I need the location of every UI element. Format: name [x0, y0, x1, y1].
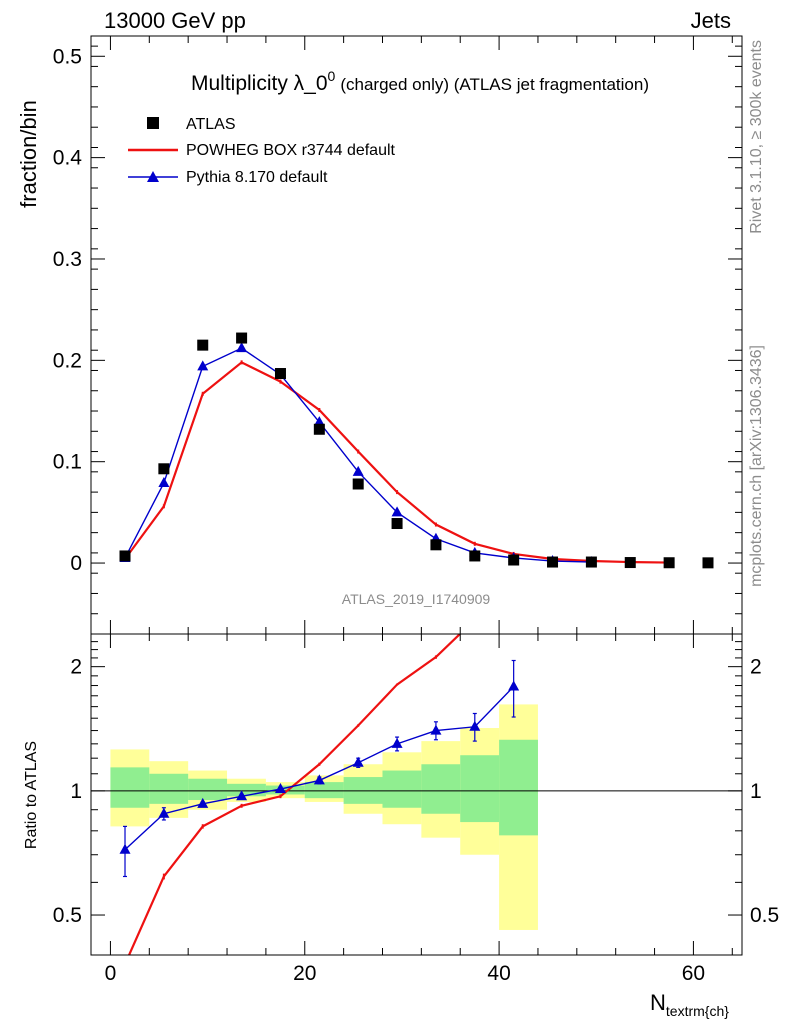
- ratio-ytick-label-right: 0.5: [750, 904, 779, 927]
- pythia-ratio-point: [236, 790, 248, 801]
- powheg-line: [124, 361, 670, 564]
- atlas-point: [430, 539, 442, 551]
- legend-pythia-label: Pythia 8.170 default: [186, 169, 328, 186]
- ratio-ytick-label-right: 1: [750, 780, 762, 803]
- uncertainty-band-inner: [499, 739, 538, 836]
- main-ytick-label: 0: [70, 552, 82, 575]
- mcplots-label: mcplots.cern.ch [arXiv:1306.3436]: [748, 345, 765, 587]
- main-panel: 0 0.1 0.2 0.3 0.4 0.5 fraction/bin Multiplici…: [16, 35, 743, 635]
- atlas-point: [158, 463, 170, 475]
- atlas-point: [119, 550, 131, 562]
- rivet-label: Rivet 3.1.10, ≥ 300k events: [748, 40, 765, 234]
- pythia-ratio-point: [274, 783, 286, 794]
- ratio-xtick-label: 60: [682, 962, 705, 985]
- pythia-point: [313, 416, 325, 427]
- uncertainty-band-inner: [304, 782, 344, 799]
- ratio-ytick-label: 1: [70, 780, 82, 803]
- atlas-point: [624, 557, 636, 569]
- uncertainty-band-inner: [110, 767, 150, 808]
- uncertainty-band-inner: [265, 785, 305, 795]
- uncertainty-band-inner: [227, 783, 266, 797]
- header-process: 13000 GeV pp: [104, 8, 246, 33]
- pythia-ratio-point: [391, 737, 403, 748]
- ratio-ytick-label: 0.5: [53, 904, 82, 927]
- main-y-label: fraction/bin: [16, 100, 41, 208]
- ratio-y-axis: 0.5 0.5 1 1 2 2: [53, 641, 779, 927]
- title-rest: (charged only) (ATLAS jet fragmentation): [340, 75, 649, 94]
- atlas-point: [547, 556, 559, 568]
- ratio-ytick-label-right: 2: [750, 656, 762, 679]
- analysis-watermark: ATLAS_2019_I1740909: [342, 591, 491, 607]
- ratio-plot-area: [91, 634, 742, 955]
- main-y-axis: 0 0.1 0.2 0.3 0.4 0.5: [53, 45, 742, 635]
- main-ytick-label: 0.5: [53, 45, 82, 68]
- title-sup: 0: [328, 68, 336, 84]
- ratio-xtick-label: 0: [105, 962, 117, 985]
- uncertainty-band-inner: [149, 773, 189, 804]
- uncertainty-band-inner: [188, 778, 228, 801]
- title-main: Multiplicity λ_0: [191, 72, 328, 95]
- pythia-ratio-point: [158, 807, 170, 818]
- ratio-frame: [90, 633, 743, 956]
- ratio-xtick-label: 20: [293, 962, 316, 985]
- atlas-point: [469, 550, 481, 562]
- pythia-ratio-point: [430, 724, 442, 735]
- pythia-ratio-point: [313, 774, 325, 785]
- pythia-line: [124, 347, 592, 563]
- pythia-ratio-point: [352, 756, 364, 767]
- legend-pythia-marker: [147, 171, 159, 182]
- legend-atlas-marker: [147, 117, 159, 129]
- ratio-x-axis: 0 20 40 60: [105, 634, 733, 985]
- atlas-point: [197, 339, 209, 351]
- pythia-ratio-point: [119, 843, 131, 854]
- x-label-main: N: [650, 990, 666, 1015]
- main-ytick-label: 0.4: [53, 147, 83, 170]
- ratio-y-label: Ratio to ATLAS: [23, 741, 40, 849]
- uncertainty-band-inner: [382, 770, 422, 808]
- pythia-point: [352, 465, 364, 476]
- plot-title: Multiplicity λ_00 (charged only) (ATLAS j…: [191, 68, 649, 95]
- atlas-point: [352, 478, 364, 490]
- pythia-ratio-point: [508, 680, 520, 691]
- main-plot-area: [119, 332, 714, 569]
- x-axis-label: Ntextrm{ch}: [650, 990, 729, 1019]
- atlas-point: [508, 554, 520, 566]
- atlas-point: [274, 368, 286, 380]
- pythia-ratio-point: [469, 720, 481, 731]
- pythia-point: [391, 506, 403, 517]
- atlas-point: [702, 557, 714, 569]
- atlas-point: [391, 518, 403, 530]
- main-ytick-label: 0.2: [53, 349, 82, 372]
- x-label-sub: textrm{ch}: [666, 1003, 729, 1019]
- atlas-point: [313, 423, 325, 435]
- atlas-point: [236, 332, 248, 344]
- atlas-point: [663, 557, 675, 569]
- legend-atlas-label: ATLAS: [186, 116, 236, 133]
- header-category: Jets: [691, 8, 731, 33]
- atlas-point: [585, 556, 597, 568]
- pythia-ratio-point: [197, 797, 209, 808]
- uncertainty-band-inner: [460, 755, 500, 823]
- pythia-point: [236, 342, 248, 353]
- uncertainty-band-inner: [421, 764, 461, 814]
- ratio-ytick-label: 2: [70, 656, 82, 679]
- pythia-point: [158, 476, 170, 487]
- ratio-panel: 0.5 0.5 1 1 2 2 0 20 40 60 Ratio to ATLAS Ntextr…: [23, 633, 779, 1019]
- main-ytick-label: 0.3: [53, 248, 82, 271]
- legend: ATLAS POWHEG BOX r3744 default Pythia 8.…: [128, 116, 396, 186]
- main-x-ticks: [109, 36, 733, 634]
- legend-powheg-label: POWHEG BOX r3744 default: [186, 142, 396, 159]
- powheg-ratio-line: [127, 634, 462, 955]
- main-ytick-label: 0.1: [53, 451, 82, 474]
- pythia-point: [197, 360, 209, 371]
- ratio-xtick-label: 40: [487, 962, 510, 985]
